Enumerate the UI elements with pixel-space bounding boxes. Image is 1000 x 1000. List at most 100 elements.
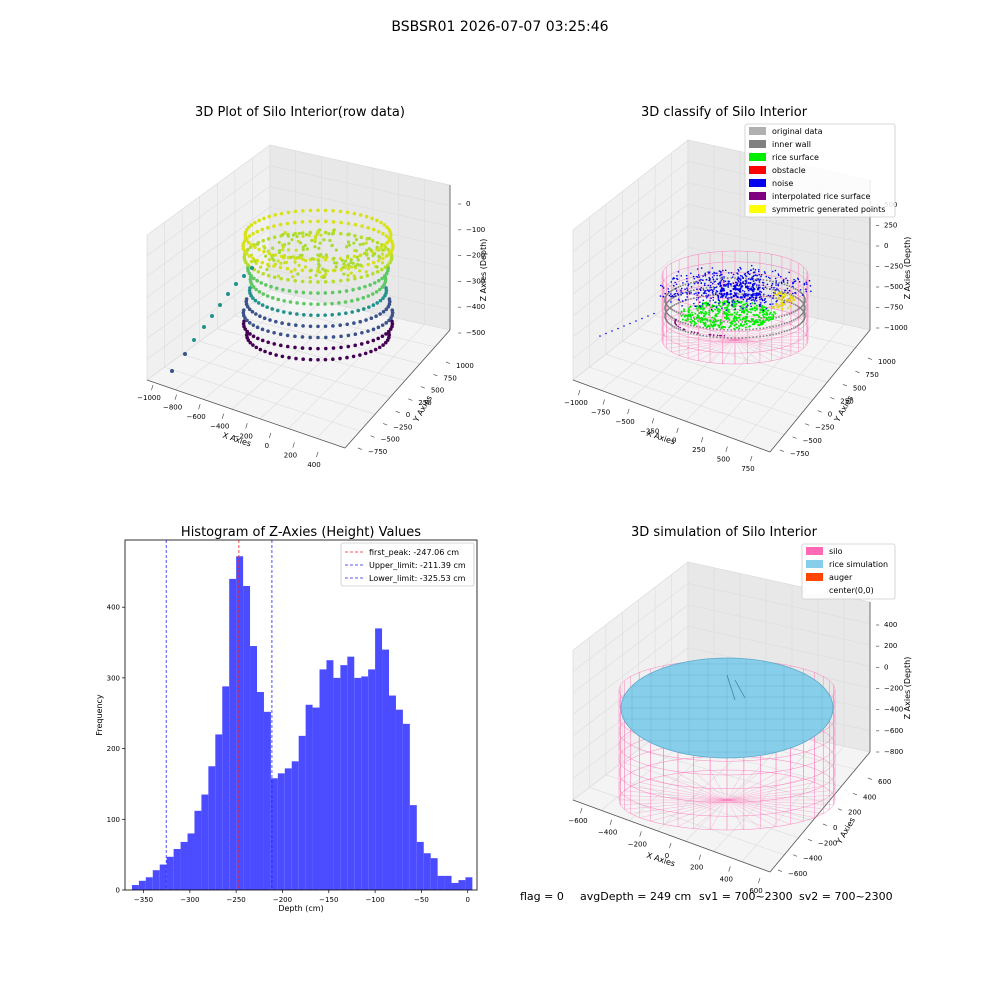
tick-label: −50 [414,896,429,904]
noise-point [757,292,760,295]
data-point [316,229,320,233]
rice-surface-point [742,311,745,314]
inner-wall-point [796,289,799,291]
histogram-bar [451,882,459,890]
noise-point [711,291,714,294]
silo-spoke [726,770,745,801]
rice-surface-point [689,314,692,317]
data-point [297,231,301,235]
inner-wall-point [755,336,758,338]
data-point [262,244,266,249]
noise-point [747,272,750,275]
data-point [316,291,320,295]
histogram-bar [284,768,292,890]
noise-point [757,270,760,273]
data-point [331,208,335,213]
inner-wall-point [778,290,780,292]
inner-wall-point [804,305,806,308]
tick-mark [357,447,363,450]
inner-wall-point [709,335,711,338]
rice-surface-point [722,301,725,304]
silo-spoke [726,799,824,814]
data-point [385,240,390,245]
tick-label: 750 [443,374,456,382]
data-point [295,312,299,316]
noise-point [775,300,778,303]
noise-point [763,271,766,273]
rice-surface-point [758,315,761,318]
histogram-bar [430,858,438,890]
data-point [353,343,358,348]
noise-point [787,291,789,294]
data-point [249,223,254,227]
data-point [251,323,256,327]
grid-line [572,204,689,295]
noise-point [754,296,758,300]
noise-point [737,268,739,271]
interp-point [712,334,715,336]
rice-surface-point [751,302,754,305]
tick-mark [792,436,797,439]
tick-label: 100 [107,816,120,824]
data-point [379,220,383,225]
rice-surface-point [725,314,728,317]
data-point [298,256,302,260]
data-point [317,259,321,263]
noise-point [771,270,774,273]
noise-point [799,288,802,291]
noise-point [760,296,762,298]
noise-point [664,292,666,295]
legend-label: noise [772,179,793,188]
rice-surface-point [748,325,751,328]
data-point [370,292,375,296]
silo-spoke [688,339,736,359]
data-point [366,329,370,333]
data-point [245,318,249,323]
rice-surface-point [733,324,736,327]
rice-surface-point [718,326,721,329]
noise-point [705,278,708,281]
tick-mark [750,455,753,462]
rice-surface-point [762,315,765,318]
data-point [367,305,371,309]
auger-mark [734,679,746,699]
inner-wall-point [798,290,800,292]
inner-wall-point [677,302,680,304]
tick-label: −250 [227,896,246,904]
data-point [286,234,290,238]
data-point [234,282,238,286]
noise-point [753,300,756,302]
rice-surface-point [743,323,746,326]
inner-wall-point [783,291,786,294]
symmetric-point [781,301,784,304]
data-point [371,227,376,232]
inner-wall-point [684,330,687,333]
inner-wall-point [783,322,786,325]
noise-point [707,284,710,287]
data-point [319,253,323,257]
data-point [257,290,262,294]
data-point [330,301,334,306]
grid-line [146,206,271,298]
noise-point [676,278,679,281]
noise-point [793,280,796,283]
tick-label: −100 [365,896,384,904]
inner-wall-point [712,328,715,330]
legend-label: Lower_limit: -325.53 cm [369,574,466,583]
data-point [330,290,335,295]
noise-point [719,283,722,285]
noise-point [747,271,749,273]
tick-label: 400 [720,875,733,883]
data-point [351,287,355,292]
histogram-bar [444,875,452,890]
inner-wall-point [752,328,755,331]
data-point [250,266,254,270]
noise-point [712,299,715,301]
data-point [255,325,260,330]
histogram-bar [333,677,341,890]
silo-spoke [620,799,728,805]
rice-surface-point [755,308,758,311]
rice-surface-point [745,319,748,322]
data-point [389,249,394,254]
